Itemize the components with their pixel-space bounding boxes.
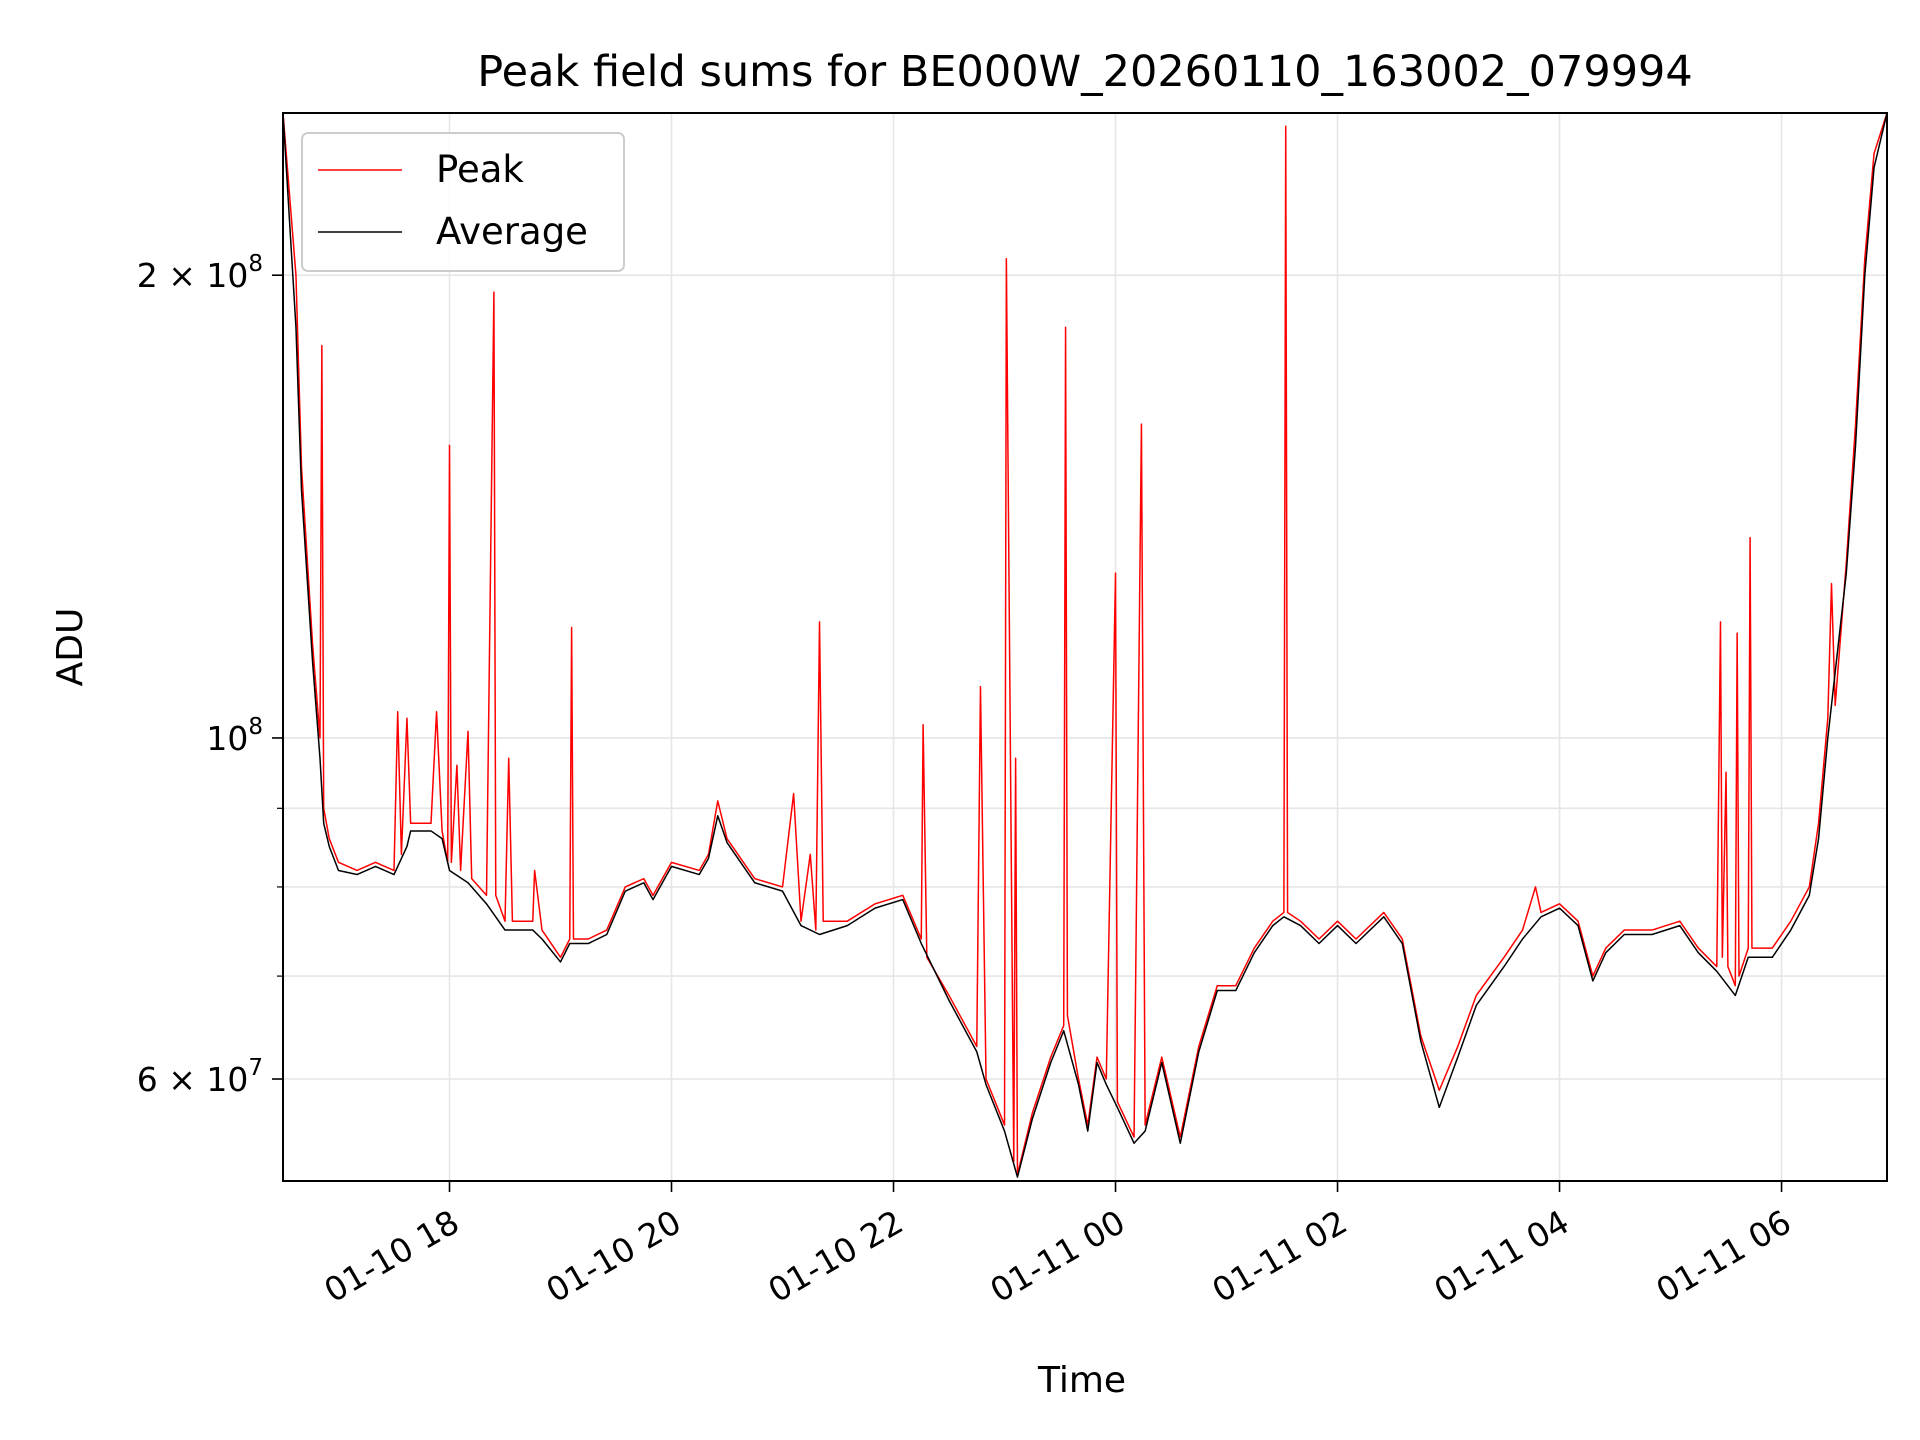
y-axis-label: ADU	[50, 608, 91, 687]
y-tick-label: 6 × 107	[137, 1055, 263, 1099]
legend: Peak Average	[301, 132, 625, 272]
y-tick-label-exponent: 8	[248, 714, 263, 740]
grid-lines	[283, 113, 1887, 1181]
y-tick-label-exponent: 8	[248, 251, 263, 277]
y-tick-label-exponent: 7	[248, 1055, 263, 1081]
chart-title: Peak field sums for BE000W_20260110_1630…	[477, 47, 1693, 97]
legend-label-peak: Peak	[436, 148, 524, 191]
y-tick-label: 2 × 108	[137, 251, 263, 295]
series-line-average	[283, 113, 1887, 1178]
y-tick-label-base: 2 × 10	[137, 256, 249, 295]
series-line-peak	[283, 113, 1887, 1176]
legend-box	[301, 132, 625, 272]
legend-label-average: Average	[436, 210, 588, 253]
y-tick-label: 108	[206, 714, 263, 758]
y-tick-label-base: 10	[206, 719, 248, 758]
x-axis-label: Time	[1037, 1360, 1126, 1401]
plot-frame	[282, 112, 1888, 1182]
y-tick-label-base: 6 × 10	[137, 1060, 249, 1099]
plot-series	[283, 113, 1887, 1178]
